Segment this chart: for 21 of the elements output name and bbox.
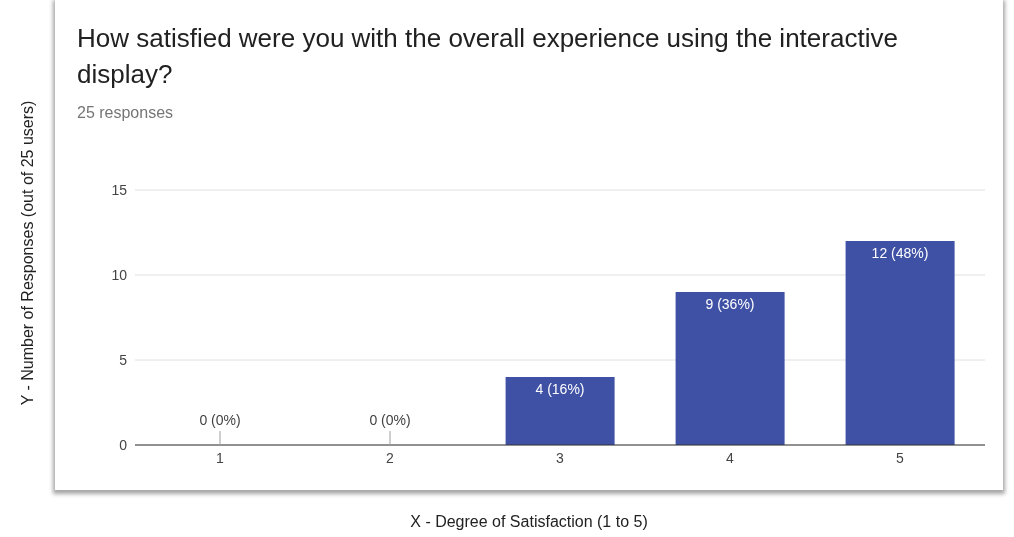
data-label: 12 (48%) bbox=[871, 245, 929, 261]
y-tick-label: 10 bbox=[111, 266, 128, 283]
x-tick-label: 2 bbox=[386, 449, 395, 466]
y-tick-label: 5 bbox=[119, 351, 128, 368]
y-tick-label: 0 bbox=[119, 436, 128, 453]
y-axis-title: Y - Number of Responses (out of 25 users) bbox=[19, 100, 37, 406]
bar bbox=[675, 292, 785, 445]
x-tick-label: 5 bbox=[896, 449, 905, 466]
x-tick-label: 1 bbox=[216, 449, 225, 466]
bar bbox=[845, 241, 955, 445]
x-tick-label: 3 bbox=[556, 449, 565, 466]
y-tick-label: 15 bbox=[111, 181, 128, 198]
data-label: 9 (36%) bbox=[705, 296, 755, 312]
chart-title: How satisfied were you with the overall experience using the interactive display? bbox=[77, 22, 899, 91]
data-label: 0 (0%) bbox=[369, 412, 411, 428]
data-label: 0 (0%) bbox=[199, 412, 241, 428]
x-axis-title: X - Degree of Satisfaction (1 to 5) bbox=[409, 513, 649, 531]
data-label: 4 (16%) bbox=[535, 381, 585, 397]
x-tick-label: 4 bbox=[726, 449, 735, 466]
bar bbox=[505, 377, 615, 445]
chart-subtitle: 25 responses bbox=[77, 104, 174, 122]
